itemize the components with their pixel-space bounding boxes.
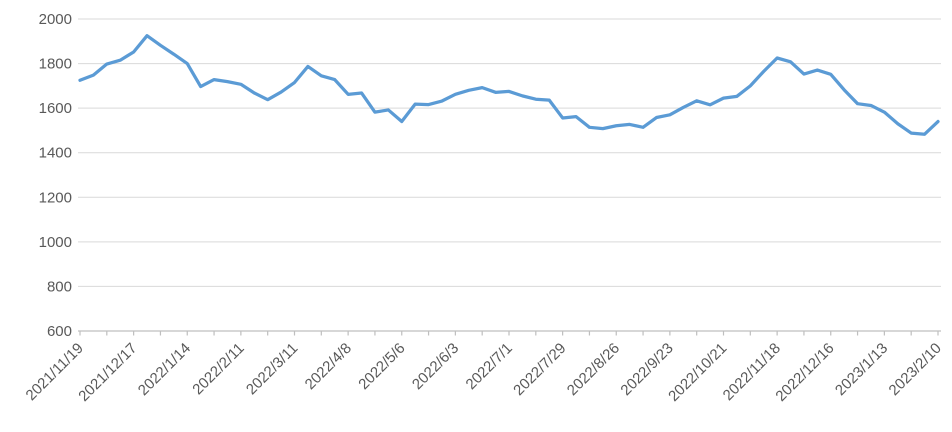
y-axis-label: 1400 [39, 145, 72, 162]
x-axis-labels: 2021/11/192021/12/172022/1/142022/2/1120… [23, 340, 945, 405]
y-axis-label: 800 [47, 278, 72, 295]
x-axis-label: 2022/7/1 [463, 340, 516, 393]
y-axis-label: 1600 [39, 100, 72, 117]
y-axis-label: 1800 [39, 56, 72, 73]
x-axis-label: 2022/8/26 [564, 340, 623, 399]
y-axis-labels: 600 800 1000 1200 1400 1600 1800 2000 [39, 11, 72, 340]
data-series [78, 34, 940, 136]
x-axis-label: 2022/10/21 [665, 340, 730, 405]
x-axis-label: 2022/6/3 [409, 340, 462, 393]
x-axis-label: 2022/3/11 [243, 340, 301, 398]
y-axis-label: 1200 [39, 189, 72, 206]
y-axis-label: 2000 [39, 11, 72, 28]
x-axis-label: 2023/1/13 [832, 340, 891, 399]
y-axis-label: 1000 [39, 234, 72, 251]
x-axis-label: 2022/1/14 [135, 340, 194, 399]
x-axis-label: 2022/4/8 [302, 340, 355, 393]
x-axis-label: 2022/2/11 [189, 340, 247, 398]
y-gridlines [78, 18, 941, 287]
x-axis-label: 2022/5/6 [355, 340, 408, 393]
x-axis-label: 2021/12/17 [75, 340, 140, 405]
x-axis-label: 2022/7/29 [510, 340, 569, 399]
x-axis [78, 330, 941, 336]
x-axis-label: 2022/12/16 [772, 340, 837, 405]
x-axis-label: 2023/2/10 [886, 340, 945, 399]
series-line [78, 34, 940, 136]
y-axis-label: 600 [47, 323, 72, 340]
